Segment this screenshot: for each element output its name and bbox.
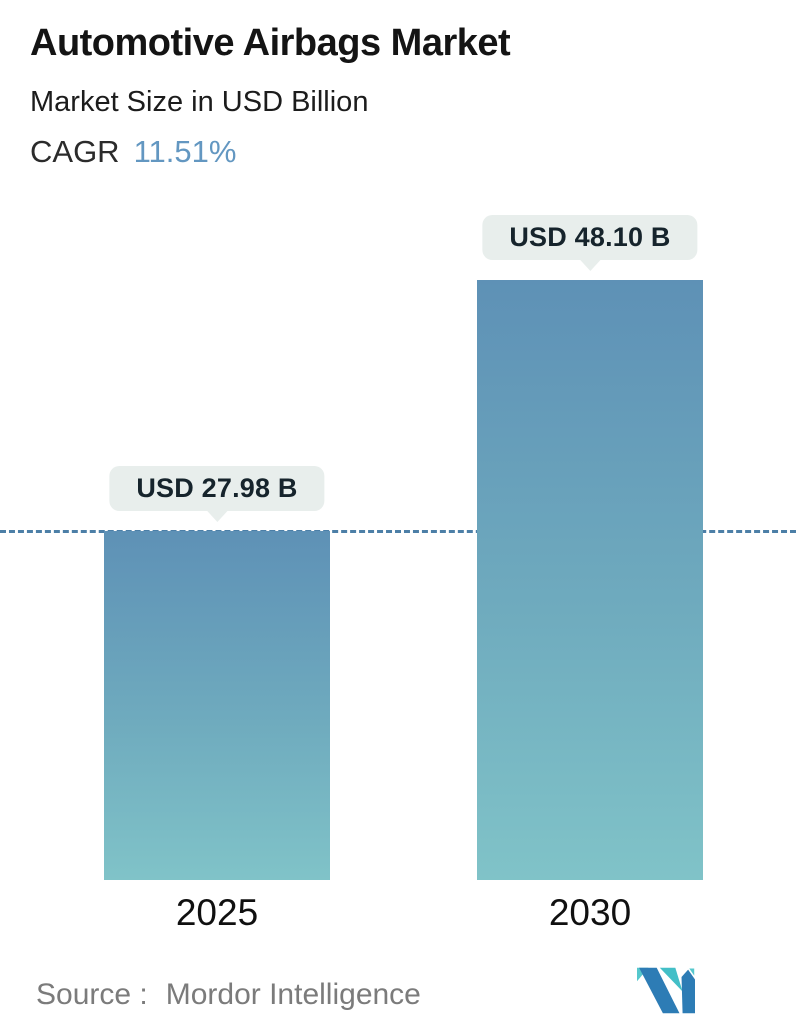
logo-blue-diagonal [639, 967, 680, 1014]
bar-2025 [104, 531, 330, 880]
cagr-value: 11.51% [133, 134, 237, 169]
source-prefix: Source : [36, 978, 148, 1011]
source-line: Source : Mordor Intelligence [36, 978, 421, 1012]
value-label-2030: USD 48.10 B [482, 215, 698, 260]
cagr-row: CAGR 11.51% [30, 134, 236, 170]
dashed-reference-line [0, 530, 796, 533]
source-name: Mordor Intelligence [165, 978, 421, 1011]
logo-blue-right [681, 967, 695, 1014]
page-title: Automotive Airbags Market [30, 22, 511, 64]
cagr-label: CAGR [30, 134, 120, 169]
axis-label-2030: 2030 [548, 892, 632, 933]
mordor-intelligence-logo [637, 966, 695, 1014]
logo-teal-top-right [686, 966, 695, 980]
value-label-2025: USD 27.98 B [109, 466, 325, 511]
axis-label-2025: 2025 [175, 892, 259, 933]
bar-2030 [477, 280, 703, 880]
chart-subtitle: Market Size in USD Billion [30, 86, 369, 118]
